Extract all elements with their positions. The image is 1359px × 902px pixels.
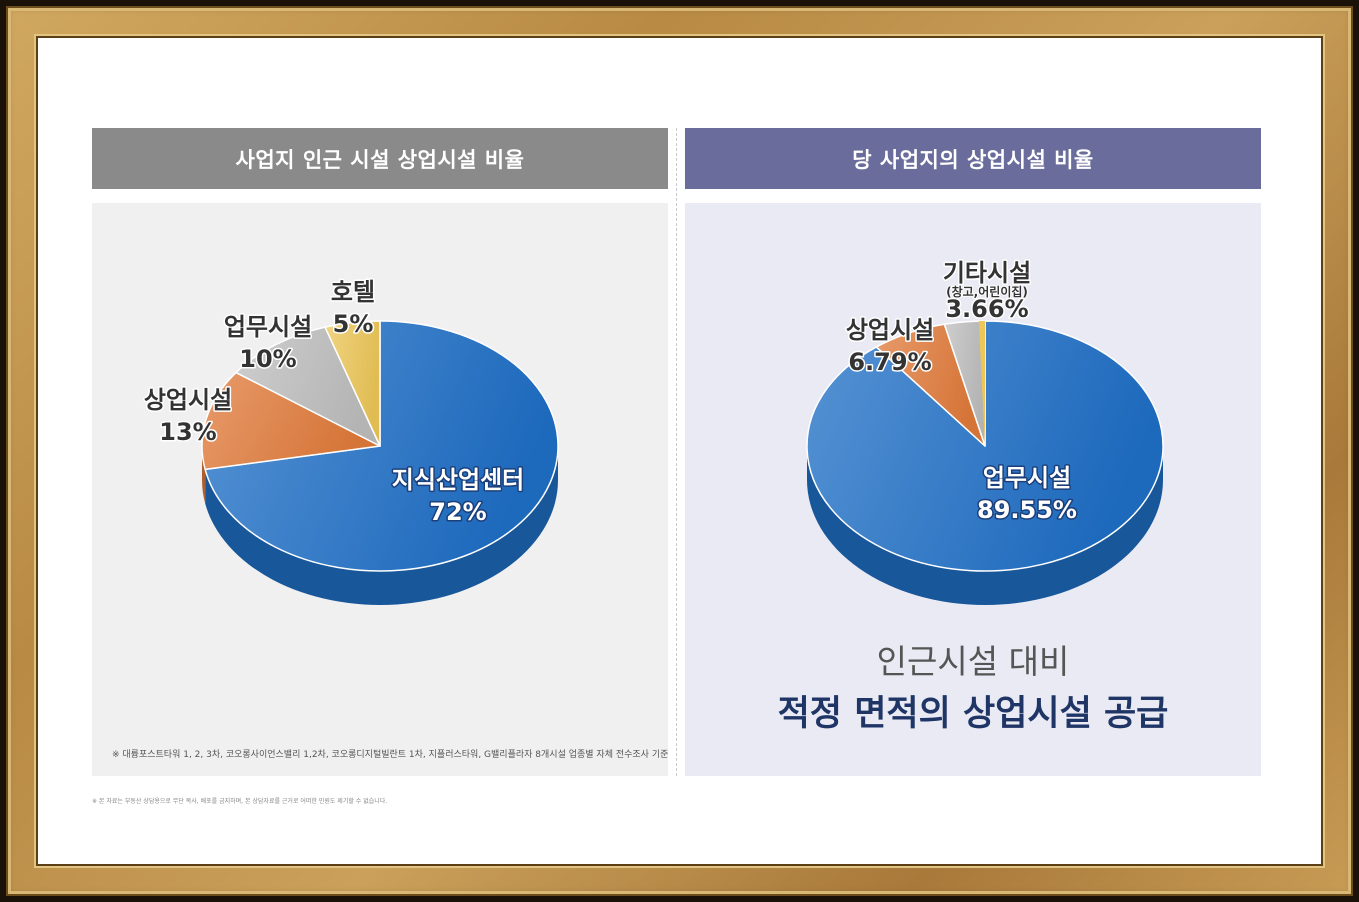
slice-label-1: 상업시설 <box>144 386 232 414</box>
slice-label-1: 상업시설 <box>846 316 934 344</box>
pie-side-0 <box>807 446 1163 605</box>
pie-slice-2 <box>943 320 986 447</box>
left-panel: 지식산업센터 72% 상업시설 13% 업무시설 10% 호텔 5% ※ 대륭포스트타워 1,… <box>92 203 668 776</box>
slice-value-1: 6.79% <box>848 348 931 376</box>
nearby-facilities-pie-chart: 지식산업센터 72% 상업시설 13% 업무시설 10% 호텔 5% <box>142 277 559 606</box>
panel-divider <box>676 128 677 776</box>
slice-label-3: 호텔 <box>331 278 375 306</box>
slice-label-0: 지식산업센터 <box>392 466 524 494</box>
pie-side-0 <box>205 446 558 606</box>
right-panel-title: 당 사업지의 상업시설 비율 <box>685 128 1261 189</box>
comparison-subtitle: 인근시설 대비 <box>876 642 1070 681</box>
pie-slice-1 <box>201 371 381 471</box>
site-facilities-pie-chart: 업무시설 89.55% 상업시설 6.79% 기타시설(창고,어린이집)3.66% <box>806 258 1164 605</box>
pie-slice-0 <box>204 320 559 572</box>
supply-headline: 적정 면적의 상업시설 공급 <box>777 694 1169 734</box>
infographic-canvas: 사업지 인근 시설 상업시설 비율 당 사업지의 상업시설 비율 지식산업센터 7… <box>38 38 1321 864</box>
slice-value-0: 72% <box>429 498 486 526</box>
survey-footnote: ※ 대륭포스트타워 1, 2, 3차, 코오롱사이언스밸리 1,2차, 코오롱디… <box>112 750 669 760</box>
slice-value-1: 13% <box>159 418 216 446</box>
disclaimer-text: ※ 본 자료는 부동산 상담용으로 무단 복사, 배포를 금지하며, 본 상담자… <box>92 798 388 805</box>
pie-slice-3 <box>324 320 381 447</box>
slice-value-2: 10% <box>239 345 296 373</box>
slice-value-2: 3.66% <box>945 295 1028 323</box>
pie-slice-2 <box>235 326 381 447</box>
slice-value-0: 89.55% <box>977 496 1077 524</box>
slice-sublabel-2: (창고,어린이집) <box>946 284 1028 299</box>
left-panel-title: 사업지 인근 시설 상업시설 비율 <box>92 128 668 189</box>
slice-value-3: 5% <box>333 310 374 338</box>
pie-sliver <box>978 321 985 446</box>
slice-label-2: 업무시설 <box>224 313 312 341</box>
slice-label-2: 기타시설 <box>943 259 1031 287</box>
right-panel: 업무시설 89.55% 상업시설 6.79% 기타시설 (창고,어린이집) 3.66% 인근… <box>685 203 1261 776</box>
slice-label-0: 업무시설 <box>983 464 1071 492</box>
